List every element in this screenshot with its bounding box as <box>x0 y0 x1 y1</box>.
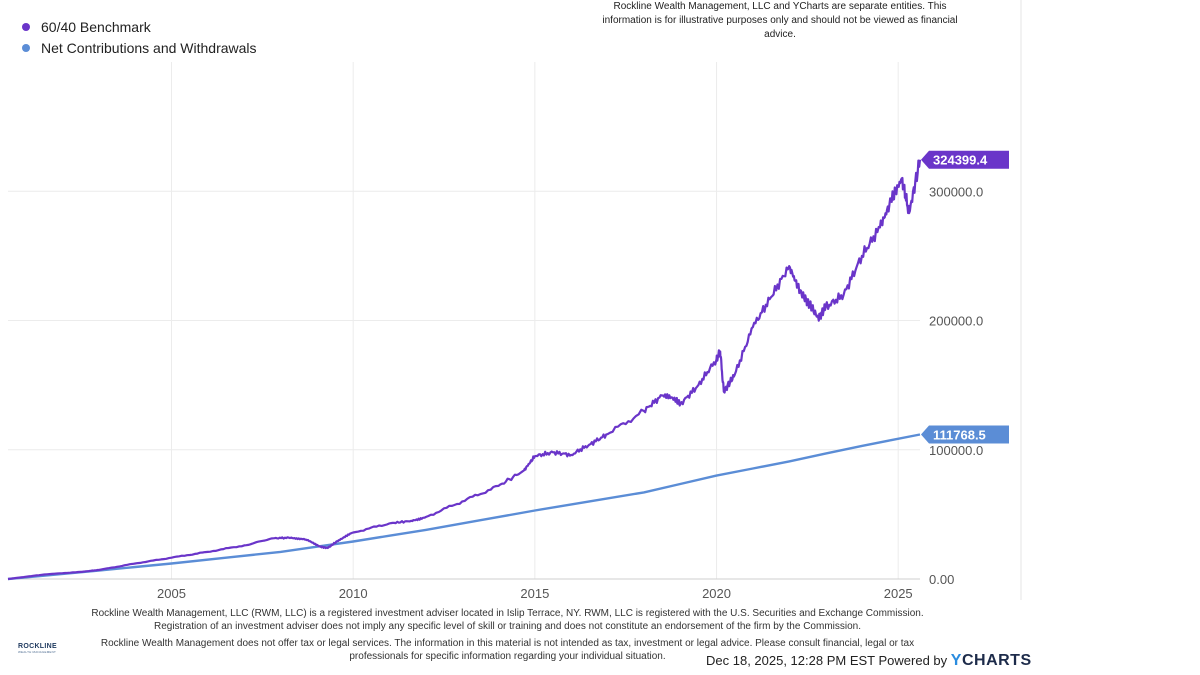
y-tick-label: 0.00 <box>929 572 954 587</box>
benchmark-line <box>7 159 922 581</box>
y-tick-label: 200000.0 <box>929 314 983 329</box>
x-tick-label: 2010 <box>339 586 368 601</box>
ycharts-wordmark: CHARTS <box>961 652 1032 669</box>
regulatory-footnote: Rockline Wealth Management, LLC (RWM, LL… <box>91 608 924 632</box>
y-tick-label: 300000.0 <box>929 184 983 199</box>
net-contributions-line <box>7 433 921 581</box>
tax-footnote: Rockline Wealth Management does not offe… <box>100 638 915 662</box>
x-tick-label: 2025 <box>884 586 913 601</box>
last-value-flag <box>921 425 1009 444</box>
last-value-flag <box>921 150 1009 169</box>
x-tick-label: 2015 <box>520 586 549 601</box>
y-tick-label: 100000.0 <box>929 443 983 458</box>
logo-subtitle: WEALTH MANAGEMENT <box>18 650 57 654</box>
last-value-flags: 111768.5 324399.4 <box>921 150 1009 444</box>
legend-label: Net Contributions and Withdrawals <box>41 39 257 56</box>
powered-by-label: Powered by <box>878 653 948 668</box>
timestamp-bar: Dec 18, 2025, 12:28 PM EST Powered by YC… <box>706 652 1032 670</box>
top-disclaimer: Rockline Wealth Management, LLC and YCha… <box>602 1 958 40</box>
ycharts-logo[interactable]: YCHARTS <box>951 652 1032 669</box>
legend-item-benchmark[interactable]: 60/40 Benchmark <box>22 16 257 37</box>
timestamp: Dec 18, 2025, 12:28 PM EST <box>706 653 875 668</box>
x-tick-label: 2005 <box>157 586 186 601</box>
last-value-label: 111768.5 <box>933 428 986 443</box>
legend-dot-icon <box>22 43 30 52</box>
legend-dot-icon <box>22 22 30 31</box>
rockline-logo: ROCKLINE WEALTH MANAGEMENT <box>18 643 62 654</box>
last-value-label: 324399.4 <box>933 153 988 168</box>
axis-labels: 0.00 100000.0 200000.0 300000.0 2005 2010 2015… <box>157 184 983 601</box>
x-tick-label: 2020 <box>702 586 731 601</box>
legend: 60/40 Benchmark Net Contributions and Wi… <box>22 16 257 58</box>
legend-label: 60/40 Benchmark <box>41 18 151 35</box>
legend-item-net-contributions[interactable]: Net Contributions and Withdrawals <box>22 37 257 58</box>
series-lines <box>7 159 922 581</box>
grid-lines <box>8 62 920 580</box>
ycharts-y-mark: Y <box>950 652 962 669</box>
logo-name: ROCKLINE <box>18 643 57 650</box>
